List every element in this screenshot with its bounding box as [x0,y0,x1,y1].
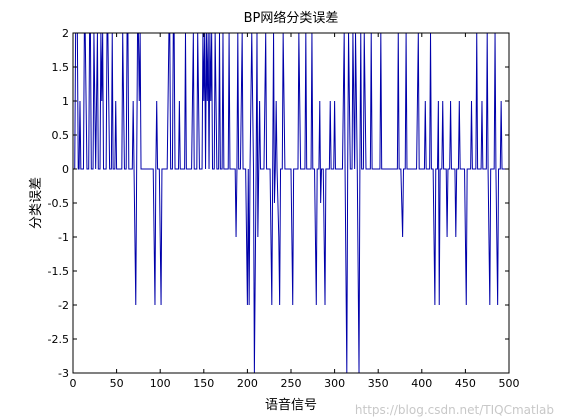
y-tick-label: -1.5 [48,265,69,278]
x-tick-label: 450 [455,377,476,390]
x-tick-label: 0 [70,377,77,390]
x-tick-label: 150 [193,377,214,390]
series-line-1 [73,32,509,374]
y-tick-label: -2.5 [48,333,69,346]
x-tick-label: 100 [150,377,171,390]
y-tick-label: -3 [58,367,69,380]
y-tick-label: 0.5 [52,129,70,142]
series-group [73,32,509,374]
x-tick-label: 400 [411,377,432,390]
x-tick-label: 50 [110,377,124,390]
x-axis-label: 语音信号 [265,397,317,413]
x-tick-label: 500 [499,377,520,390]
chart-title: BP网络分类误差 [244,10,339,26]
watermark: https://blog.csdn.net/TIQCmatlab [355,403,554,417]
y-tick-label: 0 [62,163,69,176]
x-ticks: 0 50 100 150 200 250 300 350 400 450 500 [70,33,520,390]
x-tick-label: 350 [368,377,389,390]
x-tick-label: 200 [237,377,258,390]
y-tick-label: 1.5 [52,61,70,74]
x-tick-label: 300 [324,377,345,390]
y-axis-label: 分类误差 [29,177,44,229]
y-tick-label: -1 [58,231,69,244]
y-tick-label: -0.5 [48,197,69,210]
y-tick-label: 1 [62,95,69,108]
y-ticks: -3 -2.5 -2 -1.5 -1 -0.5 0 0.5 1 1.5 2 [48,27,509,380]
x-tick-label: 250 [281,377,302,390]
y-tick-label: -2 [58,299,69,312]
y-tick-label: 2 [62,27,69,40]
